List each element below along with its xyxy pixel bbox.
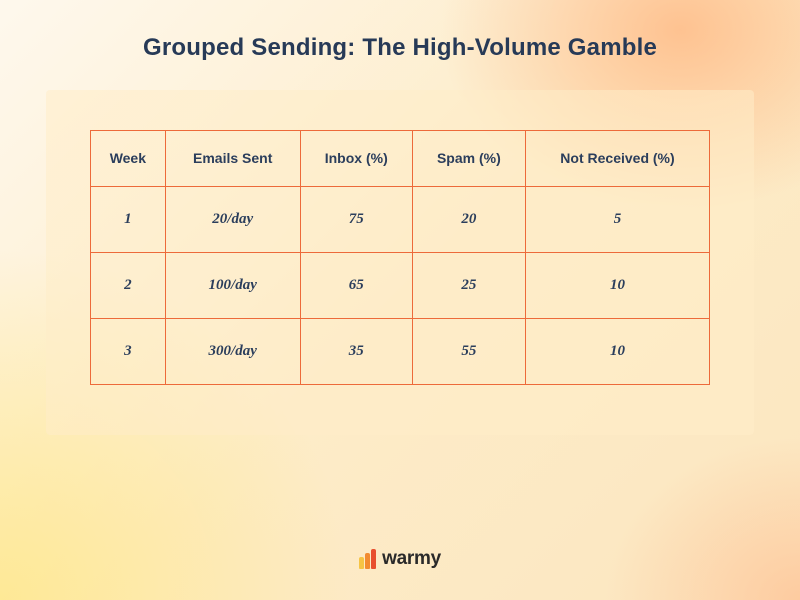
cell: 300/day xyxy=(165,318,300,384)
logo-icon xyxy=(359,549,376,569)
table-header-row: Week Emails Sent Inbox (%) Spam (%) Not … xyxy=(91,131,710,187)
cell: 75 xyxy=(300,186,412,252)
cell: 3 xyxy=(91,318,166,384)
logo-text: warmy xyxy=(382,548,441,570)
cell: 5 xyxy=(525,186,709,252)
table-row: 3 300/day 35 55 10 xyxy=(91,318,710,384)
data-table: Week Emails Sent Inbox (%) Spam (%) Not … xyxy=(90,130,710,385)
cell: 100/day xyxy=(165,252,300,318)
logo: warmy xyxy=(0,548,800,574)
table-row: 1 20/day 75 20 5 xyxy=(91,186,710,252)
cell: 1 xyxy=(91,186,166,252)
page-title: Grouped Sending: The High-Volume Gamble xyxy=(0,0,800,62)
table-row: 2 100/day 65 25 10 xyxy=(91,252,710,318)
col-spam: Spam (%) xyxy=(412,131,525,187)
col-week: Week xyxy=(91,131,166,187)
cell: 20 xyxy=(412,186,525,252)
table-card: Week Emails Sent Inbox (%) Spam (%) Not … xyxy=(46,90,754,435)
col-not-received: Not Received (%) xyxy=(525,131,709,187)
cell: 10 xyxy=(525,318,709,384)
cell: 20/day xyxy=(165,186,300,252)
cell: 2 xyxy=(91,252,166,318)
cell: 10 xyxy=(525,252,709,318)
cell: 65 xyxy=(300,252,412,318)
cell: 55 xyxy=(412,318,525,384)
col-emails-sent: Emails Sent xyxy=(165,131,300,187)
col-inbox: Inbox (%) xyxy=(300,131,412,187)
cell: 25 xyxy=(412,252,525,318)
cell: 35 xyxy=(300,318,412,384)
